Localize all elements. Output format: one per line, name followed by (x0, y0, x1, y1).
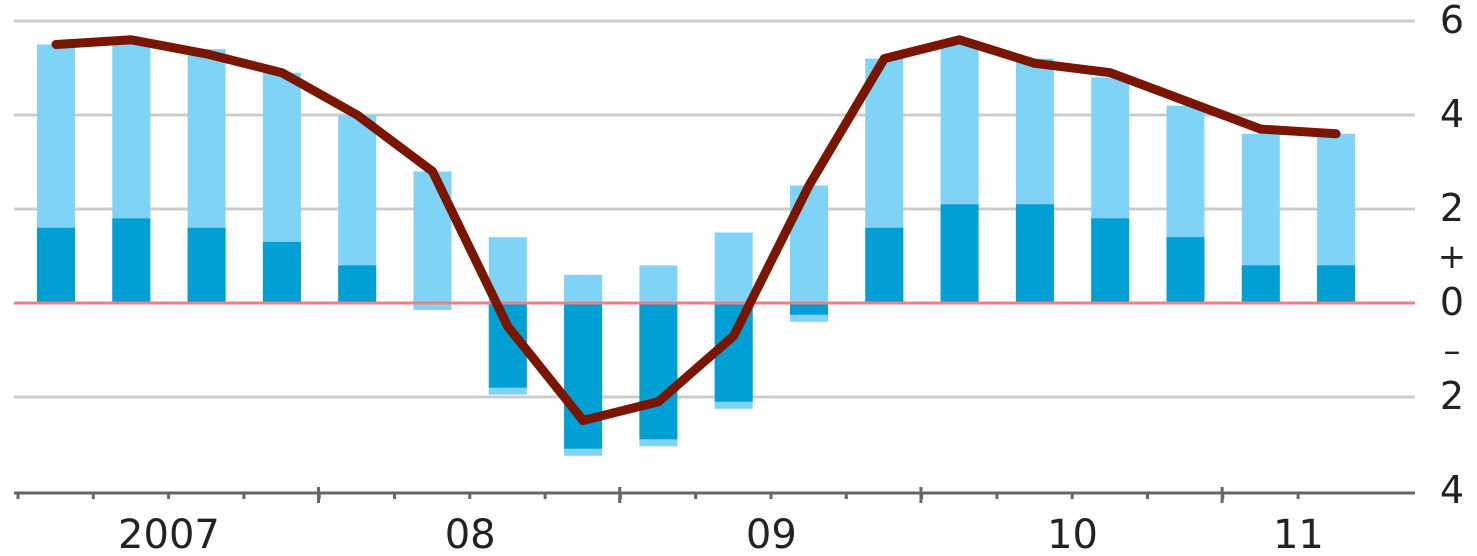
y-axis-labels: 6 4 2 0 2 4 + – (1438, 0, 1467, 512)
y-tick-label: 4 (1440, 92, 1464, 136)
y-sign-plus: + (1438, 237, 1467, 277)
y-sign-minus: – (1444, 331, 1461, 371)
bar-dark (1091, 218, 1130, 303)
bars (37, 39, 1356, 456)
bar-dark (262, 241, 301, 303)
y-tick-label: 2 (1440, 186, 1464, 230)
line-series-path (51, 35, 1341, 425)
bar-dark (639, 303, 678, 440)
y-tick-label: 6 (1440, 0, 1464, 42)
line-series (51, 35, 1341, 425)
x-tick-label: 09 (746, 512, 797, 556)
bar-dark (564, 303, 603, 449)
x-tick-label: 2007 (118, 512, 220, 556)
x-axis (14, 487, 1415, 503)
bar-dark (338, 265, 377, 303)
bar-dark (1166, 237, 1205, 303)
bar-dark (37, 227, 75, 303)
bar-dark (940, 204, 979, 303)
x-tick-label: 11 (1273, 512, 1324, 556)
x-tick-label: 08 (445, 512, 496, 556)
bar-dark (1015, 204, 1054, 303)
bar-dark (790, 303, 828, 315)
bar-dark (1317, 265, 1356, 303)
bar-dark (1241, 265, 1280, 303)
bar-dark (865, 227, 904, 303)
x-tick-label: 10 (1047, 512, 1098, 556)
x-axis-labels: 2007 08 09 10 11 (118, 512, 1324, 556)
bar-dark (112, 218, 151, 303)
bar-dark (187, 227, 226, 303)
y-tick-label: 2 (1440, 374, 1464, 418)
y-tick-label: 4 (1440, 468, 1464, 512)
y-tick-label: 0 (1440, 280, 1464, 324)
